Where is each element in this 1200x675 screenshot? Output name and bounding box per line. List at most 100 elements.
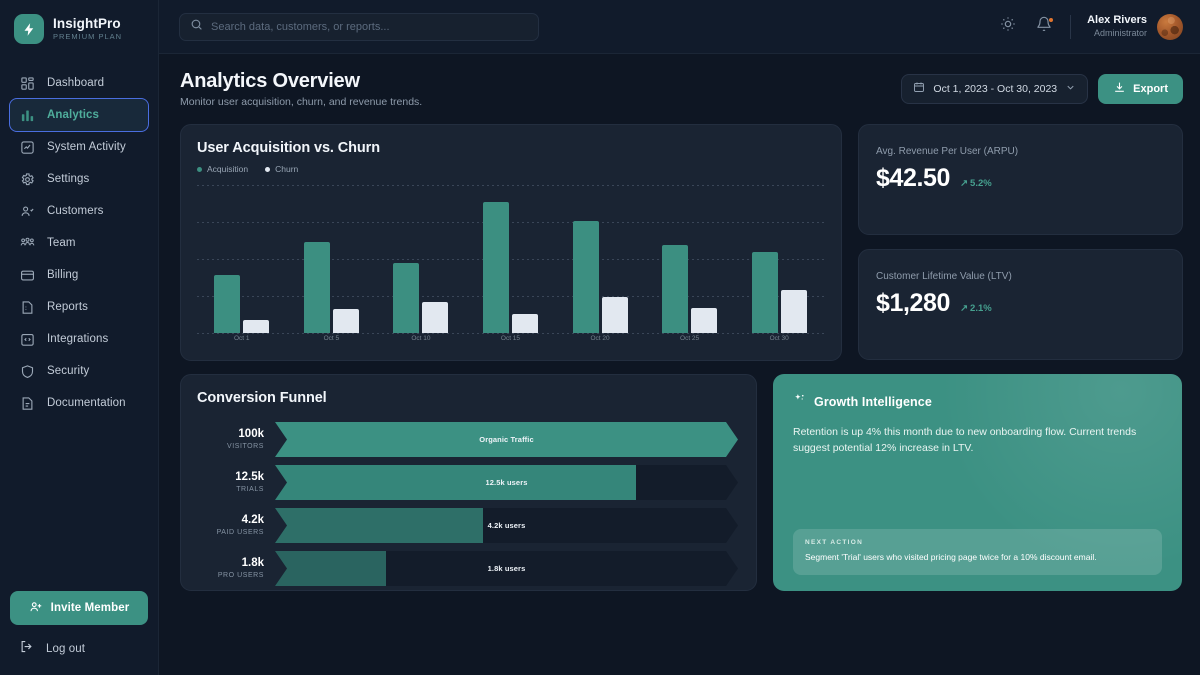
funnel-fill <box>275 465 636 500</box>
funnel-row: 4.2k PAID USERS 4.2k users <box>197 508 738 543</box>
bar-acquisition[interactable] <box>393 263 420 333</box>
topbar-right: Alex Rivers Administrator <box>998 13 1183 40</box>
sidebar-item-integrations[interactable]: Integrations <box>10 323 148 355</box>
legend-item-acquisition: Acquisition <box>197 164 248 174</box>
chart-bars <box>197 187 824 333</box>
funnel-fill <box>275 551 386 586</box>
main-area: Alex Rivers Administrator Analytics Over… <box>159 0 1200 675</box>
sidebar-item-reports[interactable]: Reports <box>10 291 148 323</box>
header-actions: Oct 1, 2023 - Oct 30, 2023 Export <box>901 70 1183 104</box>
next-action-box[interactable]: NEXT ACTION Segment 'Trial' users who vi… <box>793 529 1162 575</box>
theme-toggle-button[interactable] <box>998 17 1018 37</box>
search-bar[interactable] <box>179 12 539 41</box>
sidebar-item-label: Analytics <box>47 109 100 121</box>
date-range-selector[interactable]: Oct 1, 2023 - Oct 30, 2023 <box>901 74 1089 104</box>
bar-acquisition[interactable] <box>572 220 599 333</box>
growth-intelligence-card: Growth Intelligence Retention is up 4% t… <box>773 374 1182 591</box>
kpi-value: $42.50 <box>876 164 951 192</box>
invite-member-label: Invite Member <box>50 602 130 614</box>
funnel-stage: TRIALS <box>236 486 264 494</box>
chart-plot-area: Oct 1 Oct 5 Oct 10 Oct 15 Oct 20 Oct 25 Oct 30 <box>197 185 824 342</box>
bar-acquisition[interactable] <box>662 245 689 333</box>
bar-acquisition[interactable] <box>751 252 778 333</box>
bar-acquisition[interactable] <box>482 201 509 333</box>
avatar[interactable] <box>1157 13 1183 40</box>
bar-acquisition[interactable] <box>214 274 241 333</box>
sidebar-item-customers[interactable]: Customers <box>10 195 148 227</box>
bar-churn[interactable] <box>243 319 270 333</box>
sidebar-item-label: Integrations <box>47 333 109 345</box>
funnel-fill <box>275 508 483 543</box>
logout-button[interactable]: Log out <box>10 633 148 665</box>
sidebar-item-settings[interactable]: Settings <box>10 163 148 195</box>
sidebar-item-dashboard[interactable]: Dashboard <box>10 67 148 99</box>
chart-bar-group <box>393 263 449 333</box>
funnel-value: 100k <box>238 427 264 440</box>
chart-bar-group <box>751 252 807 333</box>
chart-x-label: Oct 20 <box>590 335 610 342</box>
chart-x-label: Oct 5 <box>323 335 340 342</box>
sidebar-item-team[interactable]: Team <box>10 227 148 259</box>
funnel-stage: PRO USERS <box>217 572 264 580</box>
notifications-button[interactable] <box>1034 16 1054 37</box>
sidebar: InsightPro PREMIUM PLAN Dashboard Analyt… <box>0 0 159 675</box>
kpi-delta-value: 5.2% <box>970 178 992 189</box>
funnel-caption: Organic Traffic <box>479 435 534 444</box>
user-plus-icon <box>29 600 43 617</box>
sidebar-item-analytics[interactable]: Analytics <box>9 98 149 132</box>
legend-dot <box>265 166 271 172</box>
funnel-row: 1.8k PRO USERS 1.8k users <box>197 551 738 586</box>
topbar: Alex Rivers Administrator <box>159 0 1200 54</box>
bar-churn[interactable] <box>422 301 449 333</box>
kpi-label: Customer Lifetime Value (LTV) <box>876 271 1012 282</box>
funnel-title: Conversion Funnel <box>197 390 327 406</box>
bar-churn[interactable] <box>511 313 538 333</box>
bar-churn[interactable] <box>691 308 718 333</box>
chart-x-label: Oct 30 <box>769 335 789 342</box>
sidebar-item-security[interactable]: Security <box>10 355 148 387</box>
kpi-delta-value: 2.1% <box>970 303 992 314</box>
brand[interactable]: InsightPro PREMIUM PLAN <box>0 0 158 58</box>
invite-member-button[interactable]: Invite Member <box>10 591 148 625</box>
funnel-value: 1.8k <box>241 556 264 569</box>
date-range-text: Oct 1, 2023 - Oct 30, 2023 <box>933 83 1058 95</box>
export-button[interactable]: Export <box>1098 74 1183 104</box>
bar-acquisition[interactable] <box>303 242 330 333</box>
grid-icon <box>19 75 35 91</box>
bar-churn[interactable] <box>601 297 628 333</box>
sidebar-item-label: Dashboard <box>47 77 105 89</box>
search-input[interactable] <box>211 20 528 33</box>
chart-bar-group <box>303 242 359 333</box>
chart-x-label: Oct 1 <box>234 335 250 342</box>
user-role: Administrator <box>1093 28 1147 39</box>
chart-x-label: Oct 10 <box>411 335 431 342</box>
legend-label: Acquisition <box>207 164 249 174</box>
funnel-track[interactable]: 1.8k users <box>275 551 738 586</box>
chart-gridline <box>197 296 824 297</box>
funnel-meta: 100k VISITORS <box>197 428 275 451</box>
bar-churn[interactable] <box>780 290 807 333</box>
funnel-track[interactable]: Organic Traffic <box>275 422 738 457</box>
acquisition-churn-chart-card: User Acquisition vs. Churn Acquisition C… <box>180 124 842 361</box>
sidebar-item-system-activity[interactable]: System Activity <box>10 131 148 163</box>
chart-x-label: Oct 15 <box>500 335 521 342</box>
funnel-caption: 4.2k users <box>487 521 526 530</box>
user-menu[interactable]: Alex Rivers Administrator <box>1087 13 1183 40</box>
bar-churn[interactable] <box>332 309 359 333</box>
sidebar-item-label: Settings <box>47 173 90 185</box>
sidebar-item-documentation[interactable]: Documentation <box>10 387 148 419</box>
file-text-icon <box>19 395 35 411</box>
logout-icon <box>19 639 34 659</box>
sidebar-item-billing[interactable]: Billing <box>10 259 148 291</box>
bar-chart-icon <box>19 107 35 123</box>
download-icon <box>1113 81 1126 97</box>
ai-title: Growth Intelligence <box>814 395 932 409</box>
activity-icon <box>19 139 35 155</box>
legend-item-churn: Churn <box>265 164 298 174</box>
funnel-row: 100k VISITORS Organic Traffic <box>197 422 738 457</box>
funnel-track[interactable]: 4.2k users <box>275 508 738 543</box>
chart-x-axis-labels: Oct 1 Oct 5 Oct 10 Oct 15 Oct 20 Oct 25 Oct 30 <box>197 335 824 342</box>
funnel-track[interactable]: 12.5k users <box>275 465 738 500</box>
sidebar-item-label: Security <box>47 365 90 377</box>
